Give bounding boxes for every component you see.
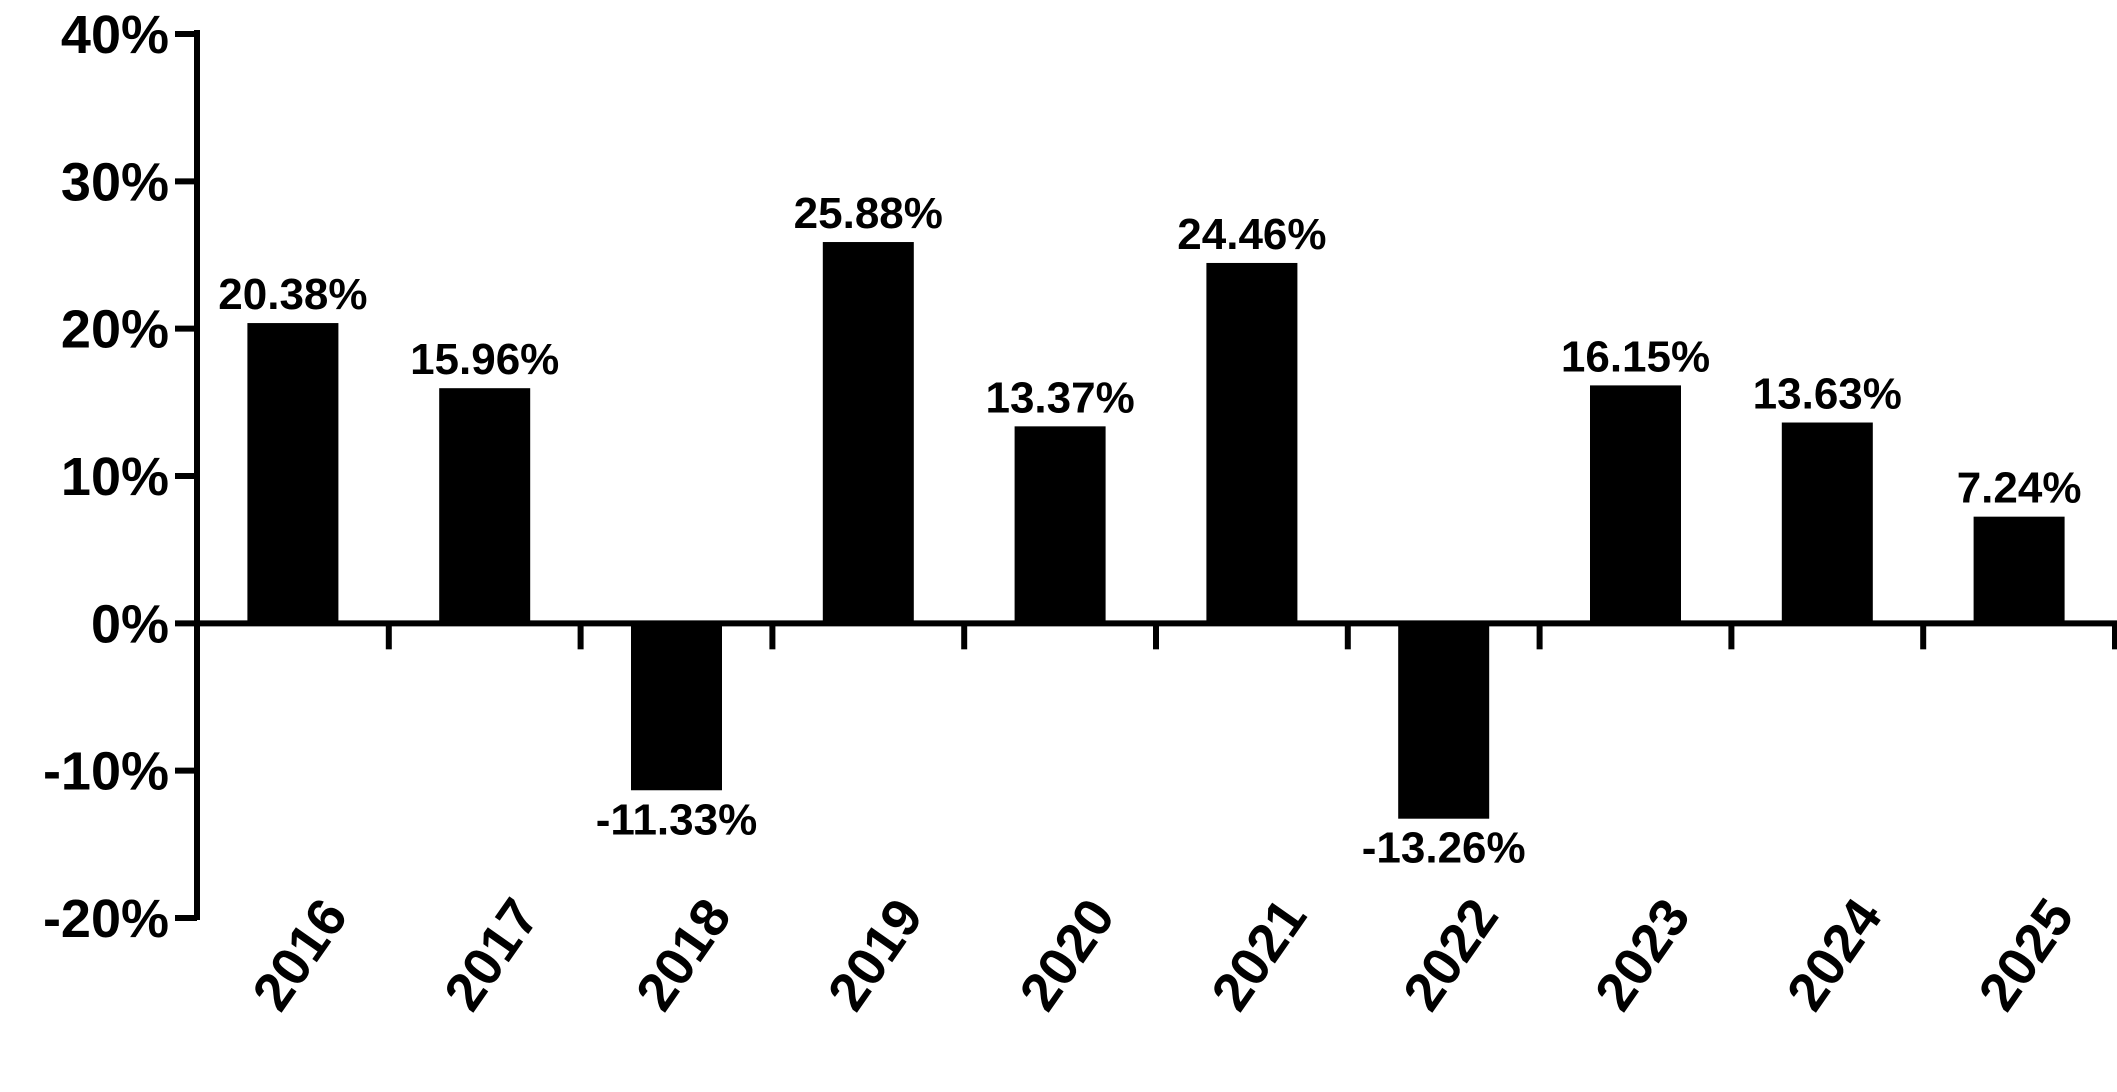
bar-2016: [247, 323, 339, 624]
data-label-2017: 15.96%: [410, 335, 559, 384]
y-tick-label: 10%: [61, 447, 169, 507]
bar-2018: [631, 623, 722, 791]
y-tick-label: 30%: [61, 152, 169, 212]
data-label-2025: 7.24%: [1957, 464, 2082, 513]
bar-2019: [822, 242, 914, 624]
bar-2022: [1398, 623, 1490, 819]
bar-2021: [1206, 262, 1298, 624]
data-label-2019: 25.88%: [794, 189, 943, 238]
y-tick-label: -20%: [43, 889, 169, 949]
x-tick-label-2019: 2019: [817, 888, 935, 1021]
bar-2017: [439, 388, 531, 624]
bar-2024: [1781, 422, 1873, 624]
x-tick-label-2022: 2022: [1392, 888, 1510, 1021]
x-tick-label-2016: 2016: [241, 888, 359, 1021]
bars: 20.38% 15.96% -11.33% 25.88% 13.37% 24.46% -13…: [218, 189, 2081, 873]
y-tick-label: 20%: [61, 300, 169, 360]
data-label-2021: 24.46%: [1177, 210, 1326, 259]
x-tick-label-2024: 2024: [1776, 888, 1894, 1021]
x-tick-label-2023: 2023: [1584, 888, 1702, 1021]
data-label-2016: 20.38%: [218, 270, 367, 319]
data-label-2023: 16.15%: [1561, 332, 1710, 381]
data-label-2020: 13.37%: [985, 373, 1134, 422]
x-tick-label-2017: 2017: [433, 888, 551, 1021]
y-axis: 40% 30% 20% 10% 0% -10% -20%: [43, 5, 200, 949]
x-tick-label-2025: 2025: [1967, 888, 2085, 1021]
data-label-2018: -11.33%: [596, 795, 757, 844]
y-tick-label: -10%: [43, 742, 169, 802]
x-tick-label-2020: 2020: [1008, 888, 1126, 1021]
bar-2020: [1014, 426, 1106, 624]
data-label-2024: 13.63%: [1753, 370, 1902, 419]
data-label-2022: -13.26%: [1362, 824, 1526, 873]
x-tick-label-2018: 2018: [625, 888, 743, 1021]
bar-2025: [1973, 516, 2065, 624]
bar-2023: [1590, 385, 1681, 624]
y-tick-label: 0%: [91, 594, 169, 654]
y-tick-label: 40%: [61, 5, 169, 65]
x-tick-label-2021: 2021: [1200, 888, 1318, 1021]
x-axis: 2016 2017 2018 2019 2020 2021 2022 2023 2024 2025: [194, 620, 2117, 1021]
